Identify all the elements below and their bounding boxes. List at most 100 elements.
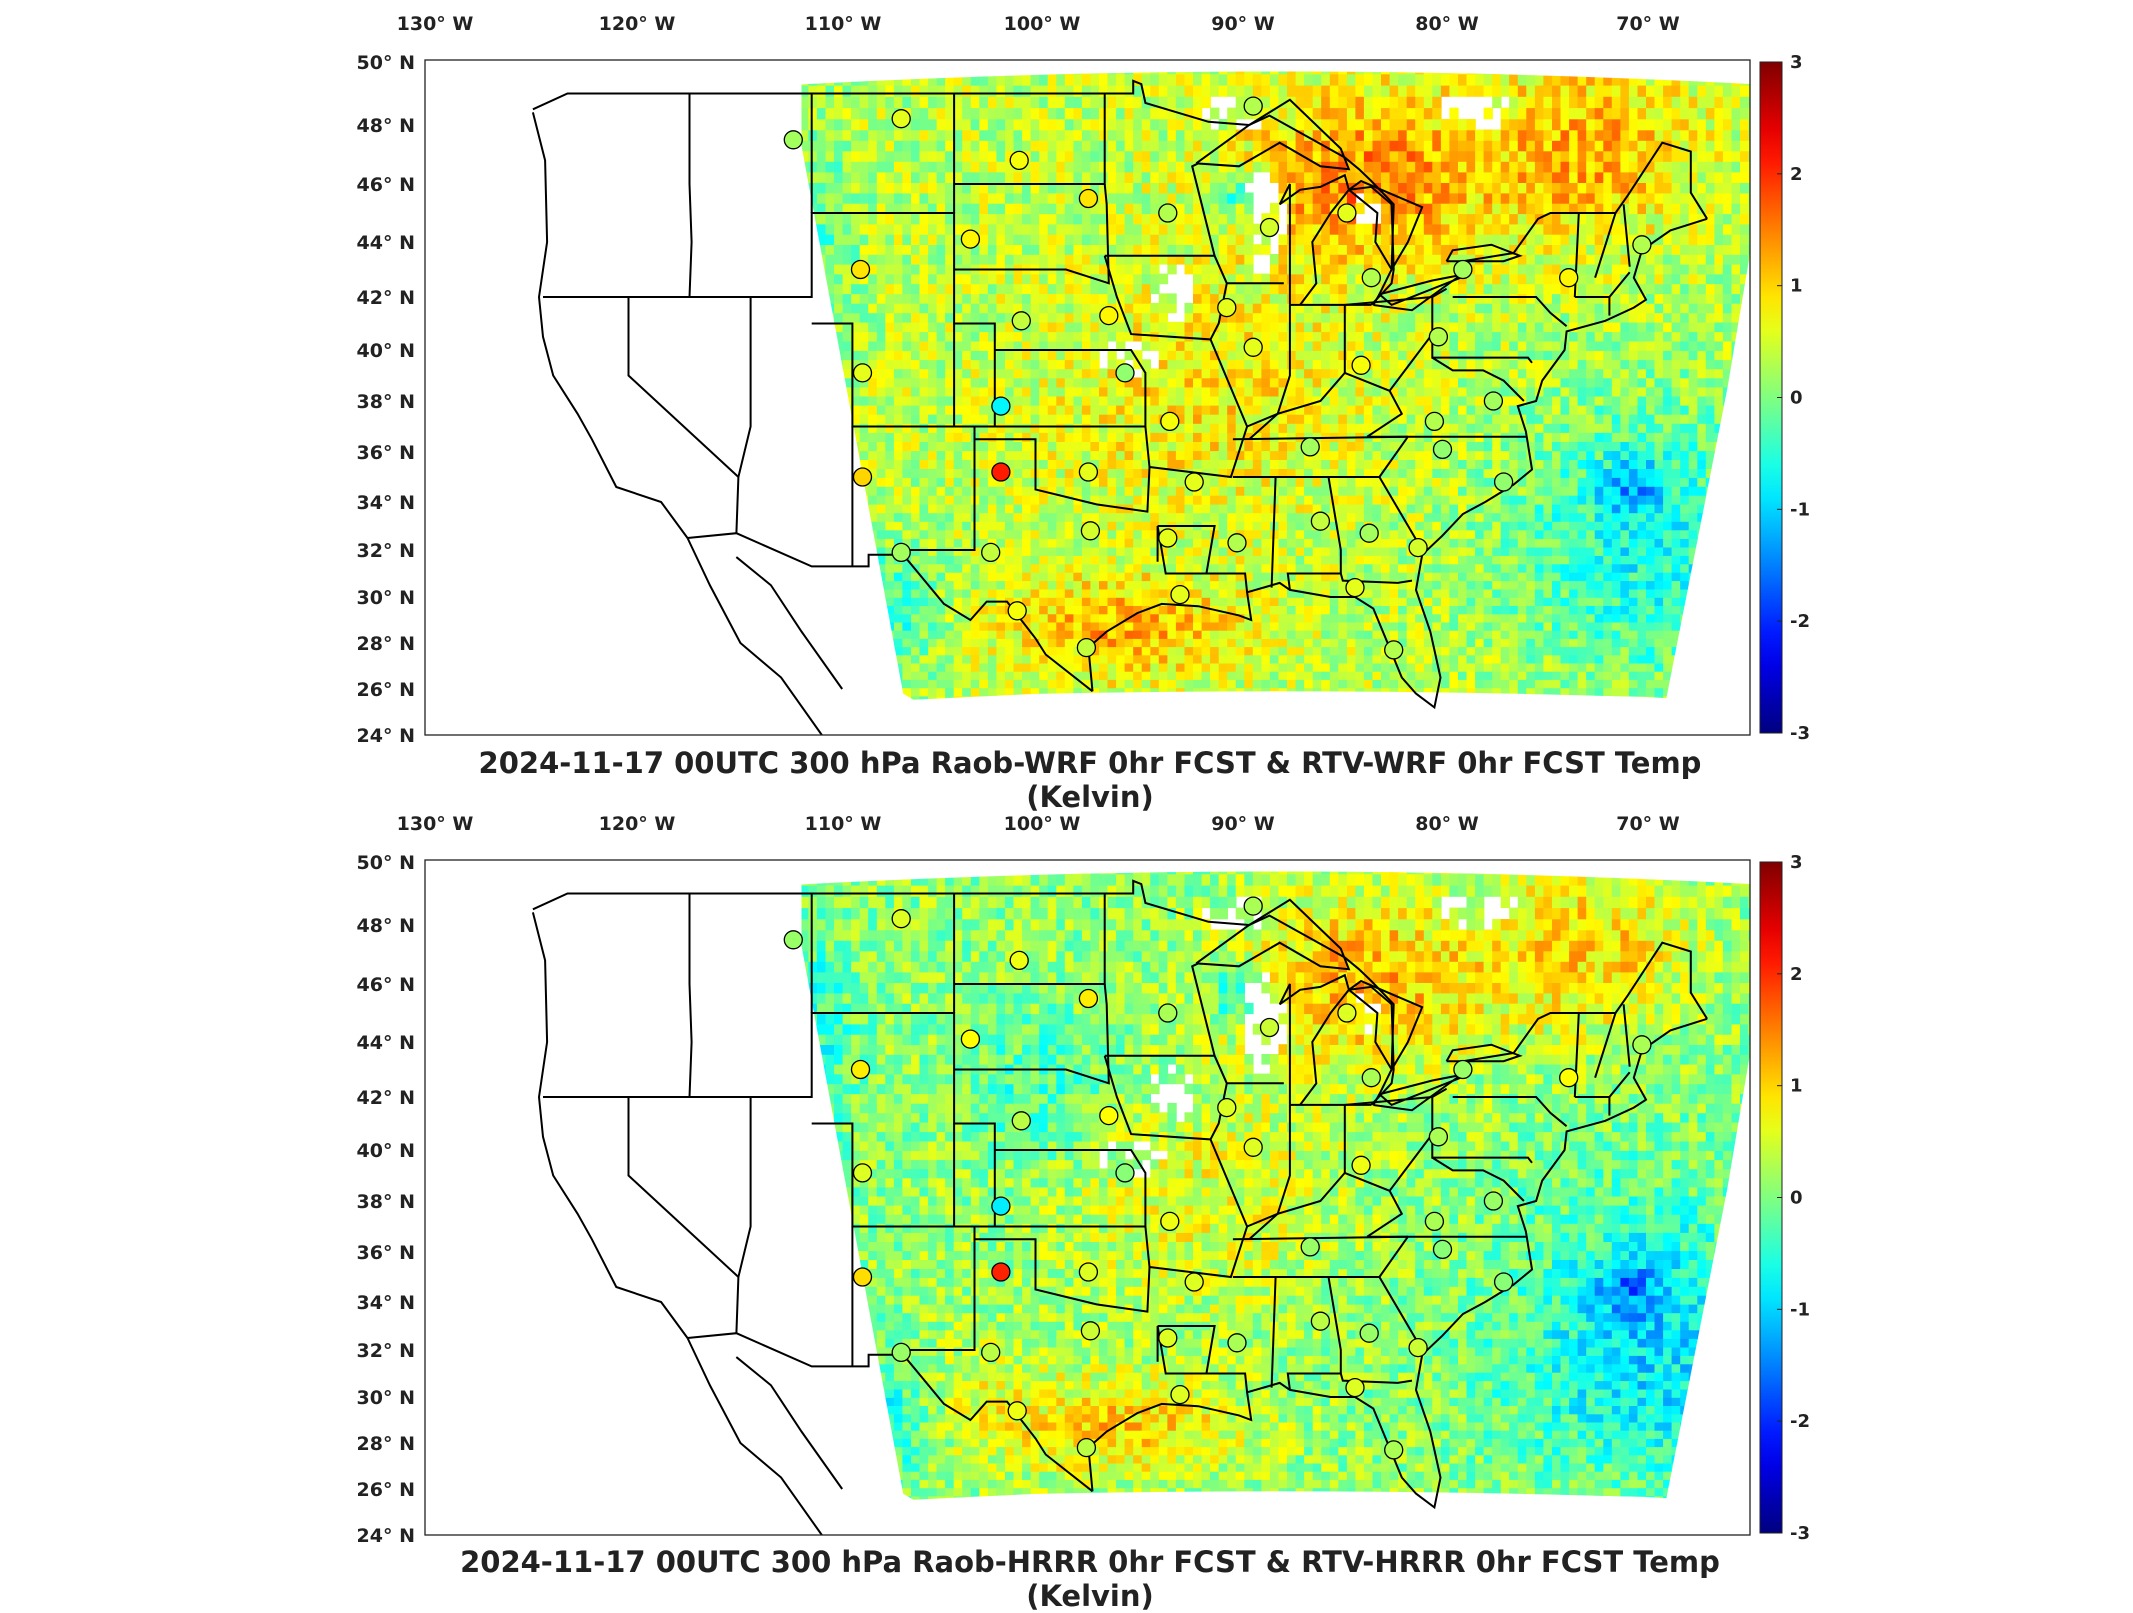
raob-site-marker — [1429, 1128, 1447, 1146]
raob-site-marker — [961, 1030, 979, 1048]
raob-site-marker — [982, 1343, 1000, 1361]
raob-site-marker — [1159, 204, 1177, 222]
lat-tick-label: 26° N — [357, 1479, 415, 1501]
lat-tick-label: 42° N — [357, 1087, 415, 1109]
map-plot-area — [425, 41, 1792, 735]
raob-site-marker — [1079, 990, 1097, 1008]
lat-tick-label: 28° N — [357, 633, 415, 655]
raob-site-marker — [1116, 1164, 1134, 1182]
raob-site-marker — [1244, 1138, 1262, 1156]
lat-tick-label: 32° N — [357, 540, 415, 562]
lat-tick-label: 50° N — [357, 852, 415, 874]
raob-site-marker — [1454, 261, 1472, 279]
lon-tick-label: 80° W — [1415, 13, 1479, 35]
colorbar-tick-label: -1 — [1790, 1299, 1810, 1320]
raob-site-marker — [854, 468, 872, 486]
lon-tick-label: 90° W — [1211, 813, 1275, 835]
raob-site-marker — [1560, 1069, 1578, 1087]
lat-tick-label: 48° N — [357, 915, 415, 937]
raob-site-marker — [1171, 586, 1189, 604]
raob-site-marker — [1228, 1334, 1246, 1352]
raob-site-marker — [1484, 1192, 1502, 1210]
raob-site-marker — [1081, 522, 1099, 540]
raob-site-marker — [1560, 269, 1578, 287]
raob-site-marker — [1008, 1402, 1026, 1420]
raob-site-marker — [1185, 473, 1203, 491]
colorbar-tick-label: 3 — [1790, 52, 1803, 73]
lat-tick-label: 44° N — [357, 1032, 415, 1054]
raob-site-marker — [1311, 1312, 1329, 1330]
raob-site-marker — [1301, 438, 1319, 456]
lat-tick-label: 48° N — [357, 115, 415, 137]
raob-site-marker — [1079, 463, 1097, 481]
lat-tick-label: 38° N — [357, 391, 415, 413]
lat-tick-label: 34° N — [357, 492, 415, 514]
raob-site-marker — [1484, 392, 1502, 410]
raob-site-marker — [1409, 539, 1427, 557]
lon-tick-label: 130° W — [397, 813, 474, 835]
raob-site-marker — [1425, 412, 1443, 430]
raob-site-marker — [1185, 1273, 1203, 1291]
raob-site-marker — [1008, 602, 1026, 620]
lat-tick-label: 42° N — [357, 287, 415, 309]
raob-site-marker — [1360, 1324, 1378, 1342]
raob-site-marker — [1495, 473, 1513, 491]
raob-site-marker — [1425, 1212, 1443, 1230]
raob-site-marker — [1159, 1004, 1177, 1022]
raob-site-marker — [1010, 151, 1028, 169]
raob-site-marker — [892, 1343, 910, 1361]
colorbar-tick-label: 1 — [1790, 276, 1803, 297]
raob-site-marker — [892, 910, 910, 928]
lat-tick-label: 38° N — [357, 1191, 415, 1213]
colorbar-tick-label: -1 — [1790, 499, 1810, 520]
raob-site-marker — [1434, 1240, 1452, 1258]
colorbar-tick-label: -3 — [1790, 1523, 1810, 1544]
raob-site-marker — [1362, 1069, 1380, 1087]
colorbar-tick-label: 1 — [1790, 1076, 1803, 1097]
raob-site-marker — [854, 1164, 872, 1182]
raob-site-marker — [1100, 1107, 1118, 1125]
lat-tick-label: 36° N — [357, 442, 415, 464]
raob-site-marker — [1338, 204, 1356, 222]
raob-site-marker — [1633, 236, 1651, 254]
raob-site-marker — [1228, 534, 1246, 552]
raob-site-marker — [854, 364, 872, 382]
raob-site-marker — [1385, 641, 1403, 659]
raob-site-marker — [1100, 307, 1118, 325]
raob-site-marker — [784, 131, 802, 149]
raob-site-marker — [784, 931, 802, 949]
raob-site-marker — [1171, 1386, 1189, 1404]
lat-tick-label: 34° N — [357, 1292, 415, 1314]
map-plot-area — [425, 841, 1792, 1535]
lat-tick-label: 40° N — [357, 1140, 415, 1162]
raob-site-marker — [1116, 364, 1134, 382]
lon-tick-label: 110° W — [805, 13, 882, 35]
colorbar-tick-label: 0 — [1790, 388, 1803, 409]
raob-site-marker — [892, 543, 910, 561]
raob-site-marker — [1409, 1339, 1427, 1357]
raob-site-marker — [1311, 512, 1329, 530]
lat-tick-label: 24° N — [357, 725, 415, 747]
lon-tick-label: 100° W — [1004, 813, 1081, 835]
raob-site-marker — [1362, 269, 1380, 287]
lat-tick-label: 24° N — [357, 1525, 415, 1547]
colorbar-tick-label: 0 — [1790, 1188, 1803, 1209]
raob-site-marker — [1012, 1112, 1030, 1130]
raob-site-marker — [892, 110, 910, 128]
raob-site-marker — [1079, 1263, 1097, 1281]
raob-site-marker — [1244, 897, 1262, 915]
temperature-difference-field — [791, 841, 1792, 1513]
lat-tick-label: 28° N — [357, 1433, 415, 1455]
raob-site-marker — [1079, 190, 1097, 208]
raob-site-marker — [1244, 338, 1262, 356]
lat-tick-label: 46° N — [357, 174, 415, 196]
lat-tick-label: 50° N — [357, 52, 415, 74]
raob-site-marker — [1244, 97, 1262, 115]
colorbar-tick-label: -3 — [1790, 723, 1810, 744]
lat-tick-label: 30° N — [357, 587, 415, 609]
lon-tick-label: 70° W — [1616, 13, 1680, 35]
